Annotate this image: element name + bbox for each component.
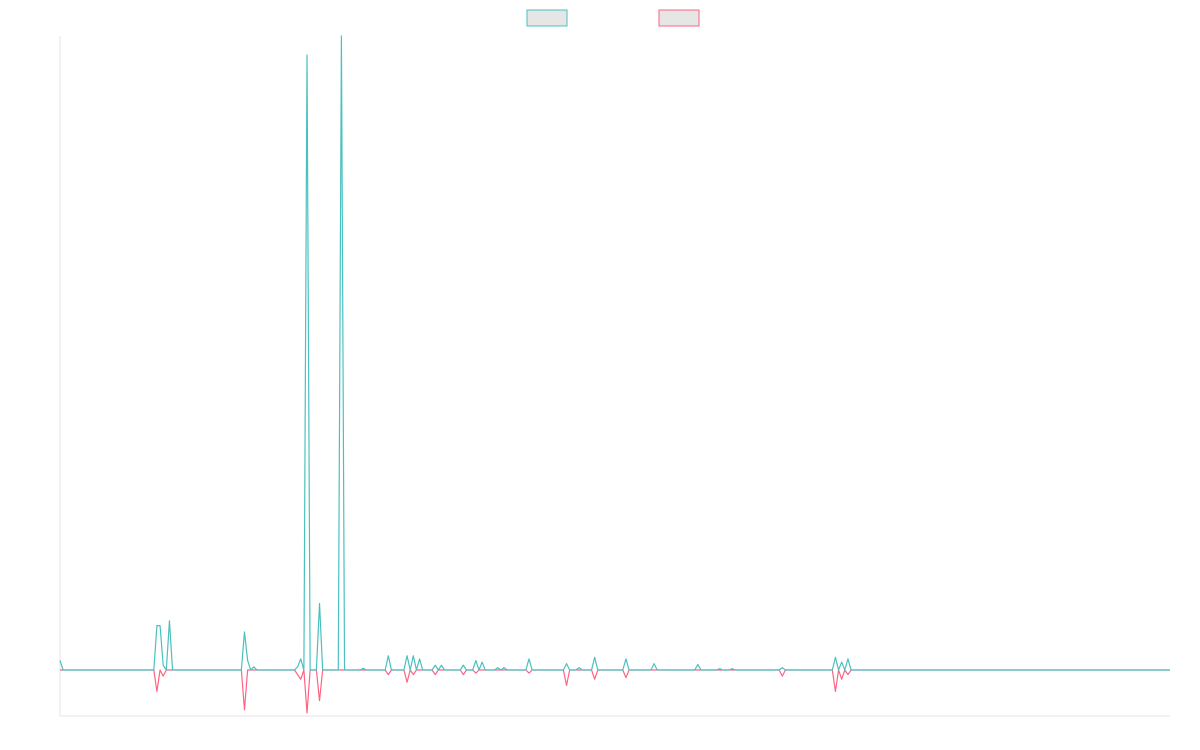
series-line-1: [59, 35, 1170, 671]
series-lines: [59, 35, 1170, 714]
axes: [59, 36, 1170, 717]
series-line-2: [60, 669, 1170, 714]
legend-swatch-2[interactable]: [658, 9, 700, 27]
legend: [526, 9, 700, 27]
legend-swatch-1[interactable]: [526, 9, 568, 27]
